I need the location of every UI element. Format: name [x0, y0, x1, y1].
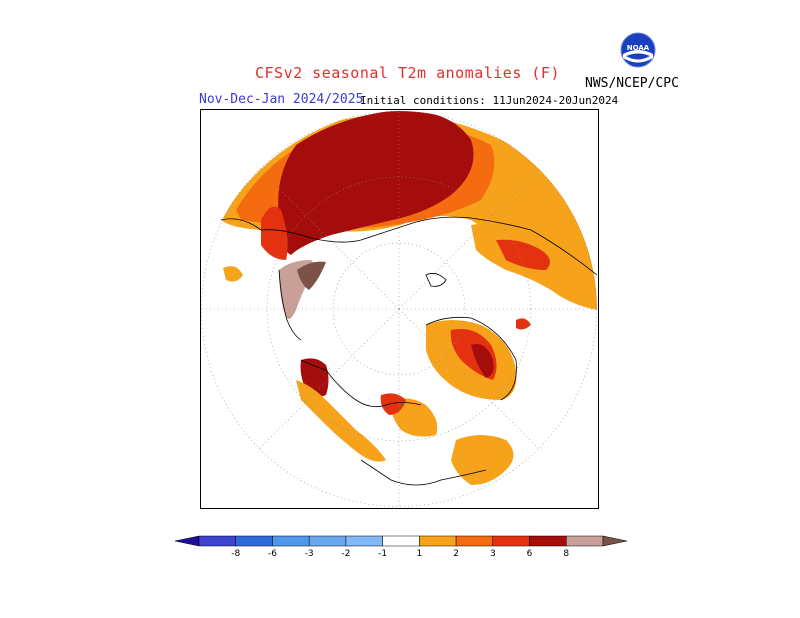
anomaly-region-alaska-orange [296, 380, 386, 462]
colorbar-bin [345, 535, 383, 547]
noaa-logo-icon: NOAA [620, 32, 656, 68]
colorbar-bin [492, 535, 530, 547]
season-label: Nov-Dec-Jan 2024/2025 [199, 92, 364, 107]
anomaly-region-brown [297, 261, 326, 290]
colorbar-tick-label: -8 [231, 549, 240, 559]
anomaly-region-patch-west [223, 266, 243, 282]
anomaly-region-europe-darkred [471, 344, 494, 378]
anomaly-region-arctic-brightred [261, 206, 288, 260]
colorbar-tick-label: -2 [341, 549, 350, 559]
colorbar-labels: -8 -6 -3 -2 -1 1 2 3 6 8 [231, 549, 569, 559]
noaa-logo-text: NOAA [627, 44, 650, 52]
colorbar-right-arrow [602, 535, 627, 547]
colorbar-tick-label: -3 [305, 549, 314, 559]
colorbar-left-arrow [175, 535, 200, 547]
coastlines [220, 216, 597, 486]
colorbar-tick-label: -6 [268, 549, 277, 559]
anomaly-region-arctic-darkred [278, 111, 474, 255]
colorbar-bin [198, 535, 236, 547]
colorbar-tick-label: 1 [416, 549, 422, 559]
hemisphere-outline [201, 111, 597, 507]
map-title: CFSv2 seasonal T2m anomalies (F) [255, 64, 560, 82]
colorbar-tick-label: 2 [453, 549, 459, 559]
colorbar-tick-label: -1 [378, 549, 387, 559]
anomaly-region-canada-orange [390, 398, 438, 437]
colorbar-bin [235, 535, 273, 547]
initial-conditions-label: Initial conditions: 11Jun2024-20Jun2024 [360, 94, 619, 107]
polar-map-panel [200, 109, 599, 509]
colorbar-bin [382, 535, 420, 547]
graticule [201, 111, 597, 507]
agency-label: NWS/NCEP/CPC [585, 76, 679, 91]
anomaly-region-canada-red [380, 393, 406, 415]
colorbar-bin [566, 535, 604, 547]
anomaly-region-patch-east [561, 278, 591, 297]
colorbar-bin [308, 535, 347, 547]
colorbar-tick-label: 3 [490, 549, 496, 559]
colorbar-bin [455, 535, 494, 547]
anomaly-region-southeast-orange [451, 435, 514, 485]
colorbar-bin [529, 535, 567, 547]
colorbar-tick-label: 6 [527, 549, 533, 559]
anomaly-colorbar: -8 -6 -3 -2 -1 1 2 3 6 8 [175, 535, 627, 559]
colorbar-bin [419, 535, 457, 547]
colorbar-tick-label: 8 [563, 549, 569, 559]
colorbar-bins [175, 535, 627, 547]
anomaly-region-patch-red-east [516, 318, 531, 330]
anomaly-region-siberia-red [496, 239, 550, 270]
colorbar-bin [272, 535, 310, 547]
polar-map [201, 111, 597, 507]
